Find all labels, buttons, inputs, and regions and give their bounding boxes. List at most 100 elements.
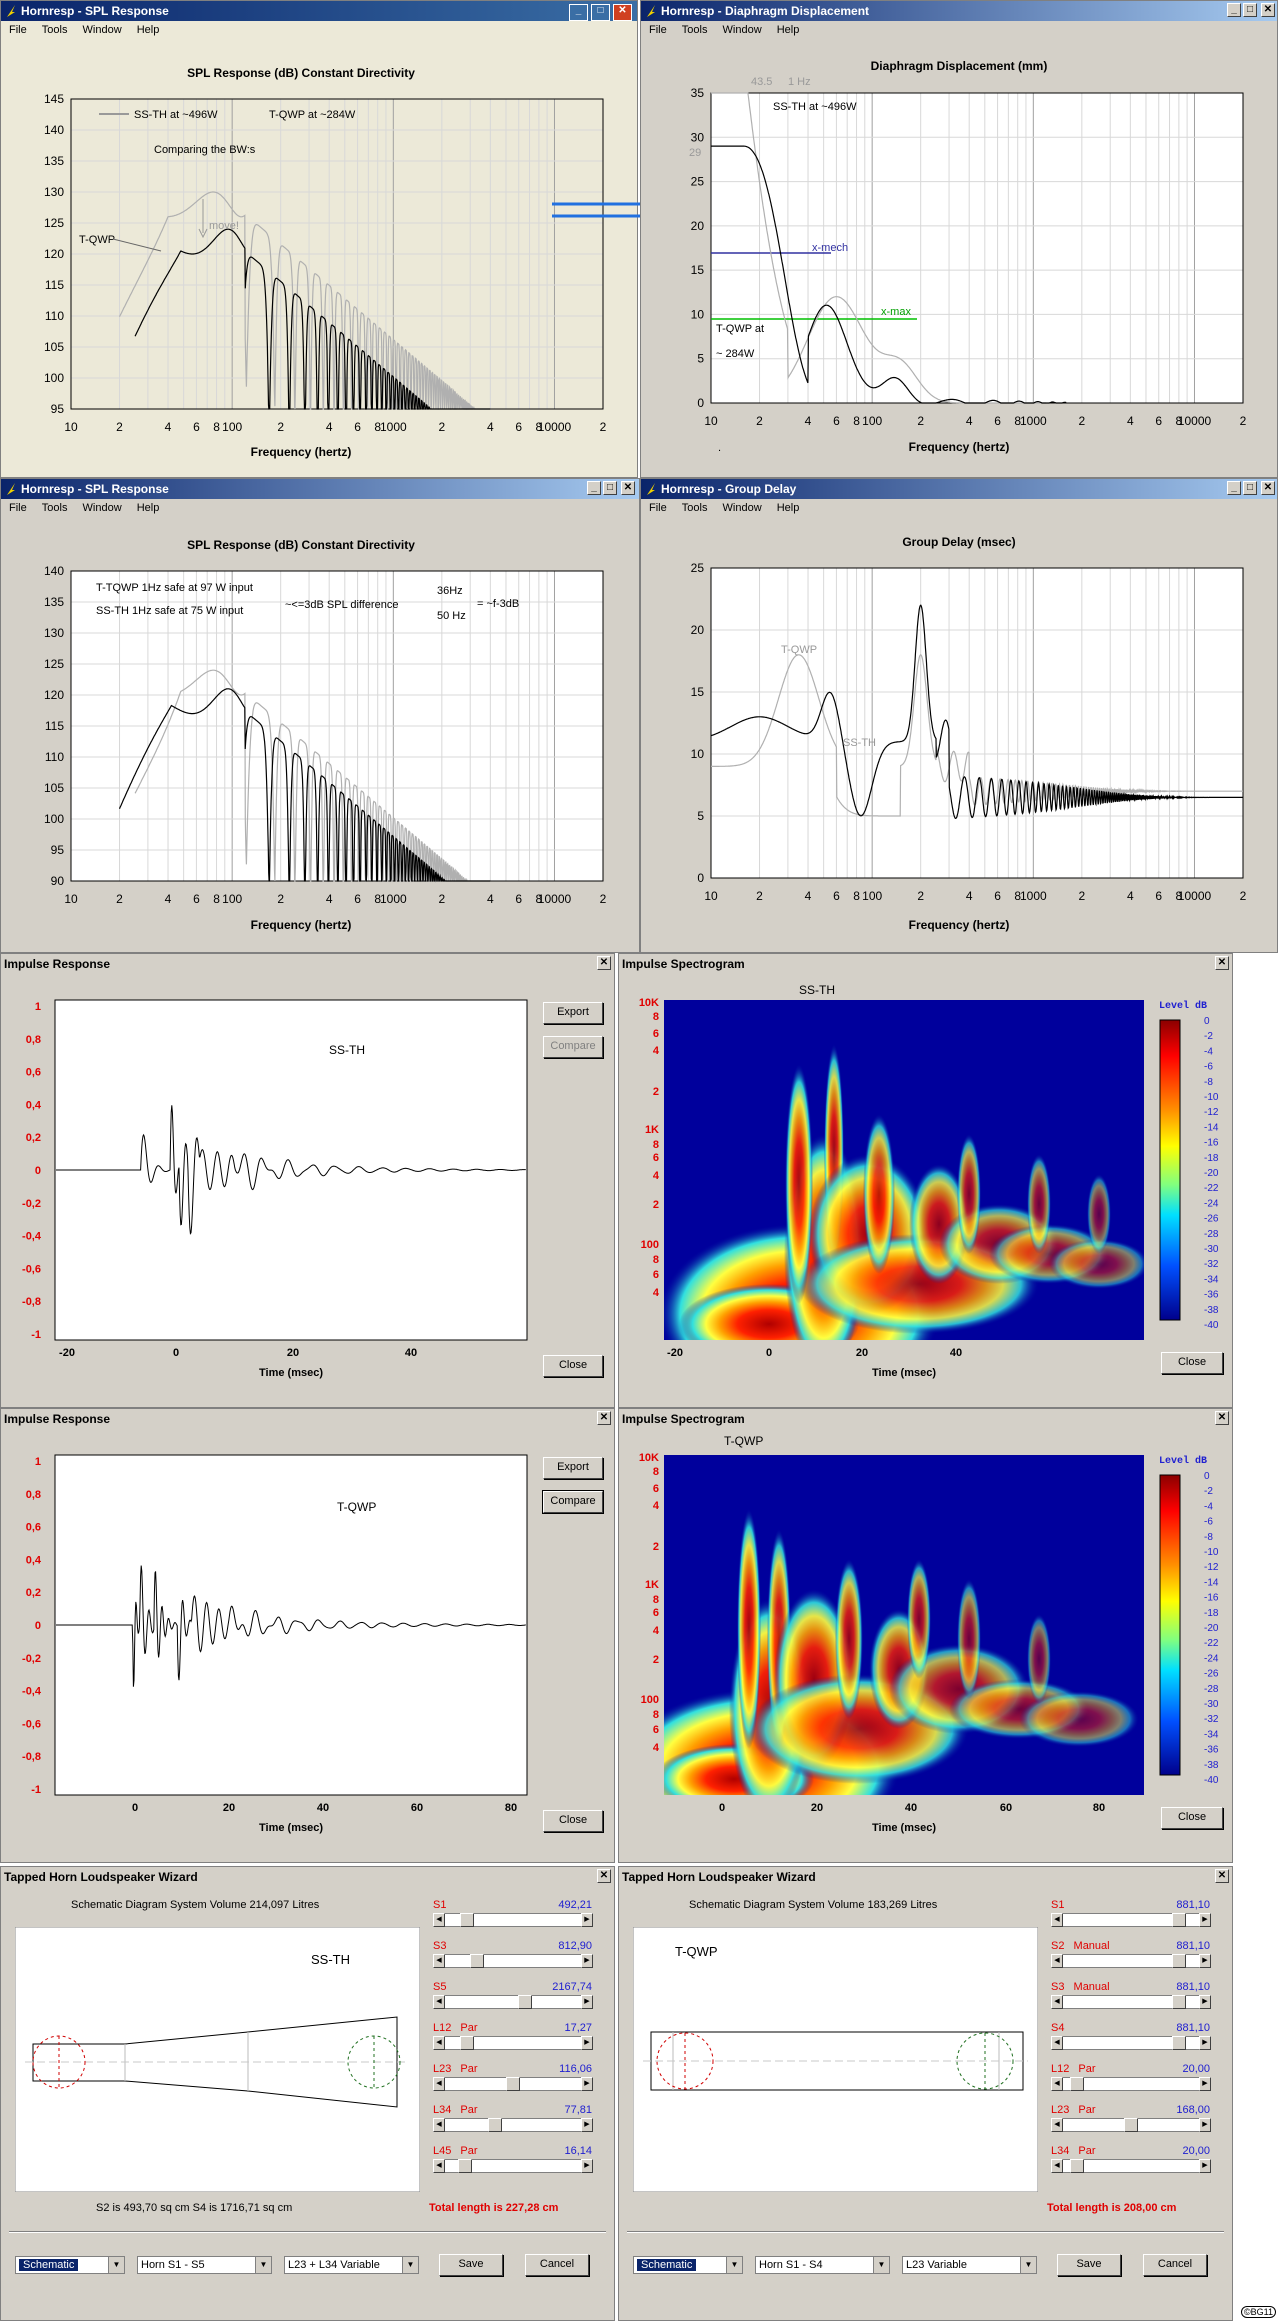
maximize-icon[interactable]: □ (603, 481, 617, 495)
close-icon[interactable]: ✕ (1215, 956, 1229, 970)
slider-thumb[interactable] (518, 1995, 532, 2009)
arrow-left-icon[interactable]: ◀ (1051, 1913, 1063, 1927)
close-button[interactable]: Close (543, 1355, 603, 1377)
arrow-right-icon[interactable]: ▶ (581, 2077, 593, 2091)
export-button[interactable]: Export (543, 1457, 603, 1479)
param-slider-l23[interactable]: ◀ ▶ (433, 2077, 593, 2091)
window-title-bar[interactable]: Hornresp - Diaphragm Displacement _ □ ✕ (641, 1, 1277, 21)
slider-thumb[interactable] (1172, 1913, 1186, 1927)
close-button[interactable]: Close (1161, 1352, 1223, 1374)
slider-thumb[interactable] (1172, 2036, 1186, 2050)
menu-window[interactable]: Window (722, 502, 762, 514)
minimize-icon[interactable]: _ (1227, 3, 1241, 17)
slider-thumb[interactable] (1172, 1954, 1186, 1968)
slider-thumb[interactable] (460, 2036, 475, 2050)
close-icon[interactable]: ✕ (1215, 1411, 1229, 1425)
menu-file[interactable]: File (649, 502, 667, 514)
menu-help[interactable]: Help (136, 502, 160, 514)
param-slider-l34[interactable]: ◀ ▶ (433, 2118, 593, 2132)
menu-tools[interactable]: Tools (41, 24, 68, 36)
arrow-right-icon[interactable]: ▶ (1199, 1954, 1211, 1968)
close-button[interactable]: Close (543, 1810, 603, 1832)
arrow-right-icon[interactable]: ▶ (1199, 2159, 1211, 2173)
close-icon[interactable]: ✕ (1261, 3, 1275, 17)
variable-select[interactable]: L23 + L34 Variable ▼ (284, 2256, 419, 2274)
menu-help[interactable]: Help (776, 502, 800, 514)
close-icon[interactable]: ✕ (613, 4, 632, 21)
slider-thumb[interactable] (1172, 1995, 1186, 2009)
cancel-button[interactable]: Cancel (525, 2254, 589, 2276)
param-slider-s1[interactable]: ◀ ▶ (1051, 1913, 1211, 1927)
arrow-left-icon[interactable]: ◀ (1051, 1954, 1063, 1968)
maximize-icon[interactable]: □ (1243, 3, 1257, 17)
param-slider-l45[interactable]: ◀ ▶ (433, 2159, 593, 2173)
minimize-icon[interactable]: _ (587, 481, 601, 495)
slider-thumb[interactable] (458, 2159, 472, 2173)
close-icon[interactable]: ✕ (597, 956, 611, 970)
slider-thumb[interactable] (1070, 2077, 1084, 2091)
param-slider-s3[interactable]: ◀ ▶ (1051, 1995, 1211, 2009)
param-slider-s3[interactable]: ◀ ▶ (433, 1954, 593, 1968)
horn-select[interactable]: Horn S1 - S5 ▼ (137, 2256, 272, 2274)
slider-thumb[interactable] (488, 2118, 502, 2132)
arrow-left-icon[interactable]: ◀ (1051, 2159, 1063, 2173)
menu-tools[interactable]: Tools (681, 502, 708, 514)
close-icon[interactable]: ✕ (597, 1411, 611, 1425)
export-button[interactable]: Export (543, 1002, 603, 1024)
arrow-left-icon[interactable]: ◀ (1051, 2118, 1063, 2132)
arrow-right-icon[interactable]: ▶ (581, 2036, 593, 2050)
menu-window[interactable]: Window (82, 24, 122, 36)
window-title-bar[interactable]: Impulse Spectrogram ✕ (619, 1409, 1232, 1429)
menu-help[interactable]: Help (136, 24, 160, 36)
arrow-right-icon[interactable]: ▶ (1199, 2118, 1211, 2132)
variable-select[interactable]: L23 Variable ▼ (902, 2256, 1037, 2274)
menu-window[interactable]: Window (82, 502, 122, 514)
arrow-left-icon[interactable]: ◀ (433, 1913, 445, 1927)
slider-thumb[interactable] (1070, 2159, 1084, 2173)
close-icon[interactable]: ✕ (621, 481, 635, 495)
arrow-left-icon[interactable]: ◀ (1051, 1995, 1063, 2009)
minimize-icon[interactable]: _ (569, 4, 588, 21)
arrow-left-icon[interactable]: ◀ (433, 2036, 445, 2050)
param-slider-l12[interactable]: ◀ ▶ (1051, 2077, 1211, 2091)
maximize-icon[interactable]: □ (1243, 481, 1257, 495)
close-icon[interactable]: ✕ (1261, 481, 1275, 495)
view-select[interactable]: Schematic ▼ (633, 2256, 743, 2274)
window-title-bar[interactable]: Hornresp - SPL Response _ □ ✕ (1, 479, 639, 499)
save-button[interactable]: Save (1057, 2254, 1121, 2276)
window-title-bar[interactable]: Hornresp - Group Delay _ □ ✕ (641, 479, 1277, 499)
menu-file[interactable]: File (9, 502, 27, 514)
arrow-right-icon[interactable]: ▶ (1199, 2036, 1211, 2050)
window-title-bar[interactable]: Tapped Horn Loudspeaker Wizard ✕ (619, 1867, 1232, 1887)
window-title-bar[interactable]: Impulse Spectrogram ✕ (619, 954, 1232, 974)
close-icon[interactable]: ✕ (1215, 1869, 1229, 1883)
param-slider-l34[interactable]: ◀ ▶ (1051, 2159, 1211, 2173)
arrow-right-icon[interactable]: ▶ (1199, 2077, 1211, 2091)
save-button[interactable]: Save (439, 2254, 503, 2276)
param-slider-s2[interactable]: ◀ ▶ (1051, 1954, 1211, 1968)
arrow-left-icon[interactable]: ◀ (433, 2159, 445, 2173)
view-select[interactable]: Schematic ▼ (15, 2256, 125, 2274)
arrow-right-icon[interactable]: ▶ (581, 2118, 593, 2132)
slider-thumb[interactable] (1124, 2118, 1138, 2132)
arrow-right-icon[interactable]: ▶ (581, 2159, 593, 2173)
param-slider-s5[interactable]: ◀ ▶ (433, 1995, 593, 2009)
arrow-left-icon[interactable]: ◀ (1051, 2077, 1063, 2091)
window-title-bar[interactable]: Impulse Response ✕ (1, 954, 614, 974)
menu-tools[interactable]: Tools (41, 502, 68, 514)
menu-file[interactable]: File (649, 24, 667, 36)
menu-tools[interactable]: Tools (681, 24, 708, 36)
param-slider-s4[interactable]: ◀ ▶ (1051, 2036, 1211, 2050)
menu-window[interactable]: Window (722, 24, 762, 36)
menu-help[interactable]: Help (776, 24, 800, 36)
cancel-button[interactable]: Cancel (1143, 2254, 1207, 2276)
minimize-icon[interactable]: _ (1227, 481, 1241, 495)
compare-button[interactable]: Compare (542, 1490, 604, 1514)
window-title-bar[interactable]: Hornresp - SPL Response _ □ ✕ (1, 1, 637, 21)
param-slider-l23[interactable]: ◀ ▶ (1051, 2118, 1211, 2132)
slider-thumb[interactable] (506, 2077, 520, 2091)
arrow-left-icon[interactable]: ◀ (1051, 2036, 1063, 2050)
compare-button[interactable]: Compare (543, 1036, 603, 1058)
arrow-left-icon[interactable]: ◀ (433, 1995, 445, 2009)
arrow-left-icon[interactable]: ◀ (433, 2118, 445, 2132)
